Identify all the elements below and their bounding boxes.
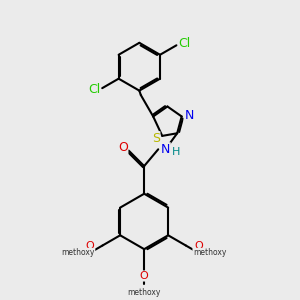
Text: O: O xyxy=(195,241,203,250)
Text: O: O xyxy=(118,141,128,154)
Text: Cl: Cl xyxy=(178,37,191,50)
Text: N: N xyxy=(161,143,170,156)
Text: methoxy: methoxy xyxy=(128,288,161,297)
Text: methoxy: methoxy xyxy=(61,248,95,257)
Text: N: N xyxy=(184,109,194,122)
Text: O: O xyxy=(85,241,94,250)
Text: H: H xyxy=(172,147,181,157)
Text: Cl: Cl xyxy=(88,83,100,96)
Text: O: O xyxy=(140,271,148,281)
Text: methoxy: methoxy xyxy=(193,248,226,257)
Text: S: S xyxy=(152,132,160,145)
